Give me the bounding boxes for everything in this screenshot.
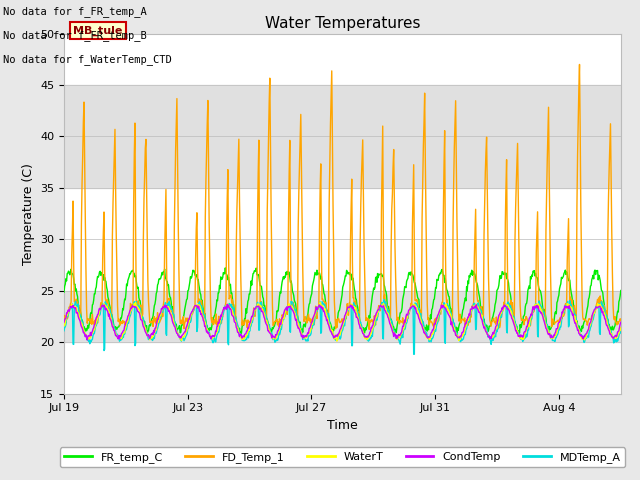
Title: Water Temperatures: Water Temperatures bbox=[265, 16, 420, 31]
Legend: FR_temp_C, FD_Temp_1, WaterT, CondTemp, MDTemp_A: FR_temp_C, FD_Temp_1, WaterT, CondTemp, … bbox=[60, 447, 625, 467]
Text: MB_tule: MB_tule bbox=[73, 25, 123, 36]
Y-axis label: Temperature (C): Temperature (C) bbox=[22, 163, 35, 264]
X-axis label: Time: Time bbox=[327, 419, 358, 432]
Text: No data for f_WaterTemp_CTD: No data for f_WaterTemp_CTD bbox=[3, 54, 172, 65]
Bar bbox=[64, 85, 621, 188]
Text: No data for f_FR_temp_B: No data for f_FR_temp_B bbox=[3, 30, 147, 41]
Bar bbox=[64, 291, 621, 342]
Text: No data for f_FR_temp_A: No data for f_FR_temp_A bbox=[3, 6, 147, 17]
